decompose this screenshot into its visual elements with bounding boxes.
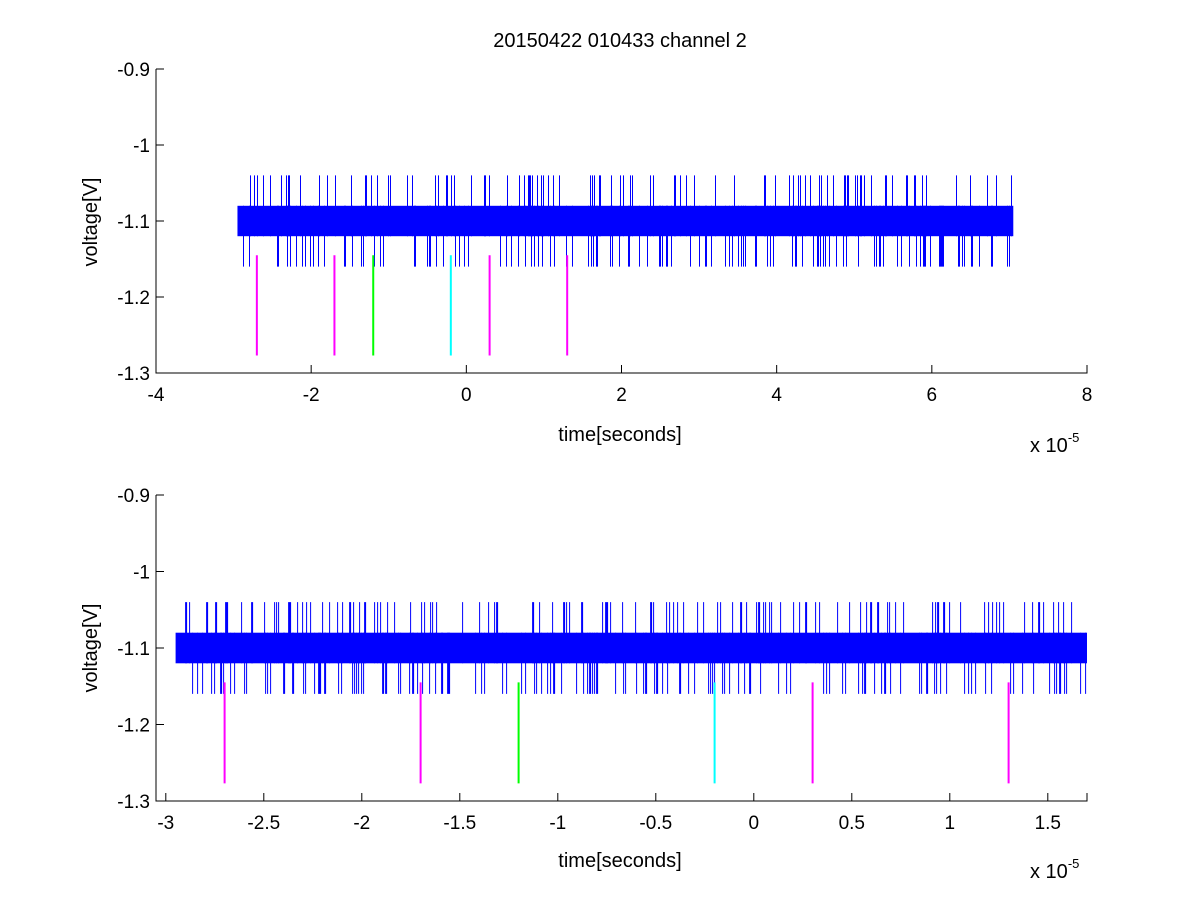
- bottom-x-tick-label: -3: [157, 813, 174, 834]
- top-axes: [155, 68, 1088, 374]
- top-x-tick-label: 0: [461, 385, 472, 406]
- top-y-tick-label: -0.9: [117, 60, 150, 81]
- figure-title: 20150422 010433 channel 2: [493, 30, 747, 52]
- bottom-x-tick-label: -1: [549, 813, 566, 834]
- bottom-y-tick-label: -1: [133, 563, 150, 584]
- top-y-tick-label: -1.3: [117, 364, 150, 385]
- bottom-signal-traces: [175, 602, 1088, 694]
- bottom-x-tick-label: -1.5: [443, 813, 476, 834]
- bottom-signal-band: [175, 632, 1088, 664]
- bottom-y-axis-title: voltage[V]: [80, 604, 102, 693]
- bottom-signal-spikes: [185, 602, 1087, 694]
- top-signal-traces: [237, 175, 1014, 267]
- top-x-axis-title: time[seconds]: [558, 424, 681, 446]
- top-x-tick-label: 4: [771, 385, 782, 406]
- top-y-tick-label: -1.1: [117, 212, 150, 233]
- top-tick-labels: -4 -2 0 2 4 6 8 -1.3 -1.2 -1.1 -1 -0.9: [117, 60, 1092, 406]
- top-x-tick-label: 6: [927, 385, 938, 406]
- top-x-tick-label: -2: [303, 385, 320, 406]
- top-signal-band: [237, 205, 1014, 237]
- bottom-x-axis-title: time[seconds]: [558, 850, 681, 872]
- top-event-markers: [255, 255, 569, 356]
- bottom-subplot: -3 -2.5 -2 -1.5 -1 -0.5 0 0.5 1 1.5 -1.3 -1.2 -1.1 -1…: [80, 486, 1088, 883]
- top-x-exponent: x 10-5: [1030, 430, 1079, 457]
- bottom-x-tick-label: 1.5: [1035, 813, 1061, 834]
- top-signal-spikes: [243, 175, 1012, 267]
- top-x-exponent-base: x 10: [1030, 435, 1068, 457]
- bottom-x-tick-label: -0.5: [639, 813, 672, 834]
- top-subplot: -4 -2 0 2 4 6 8 -1.3 -1.2 -1.1 -1 -0.9 time[seconds…: [80, 60, 1092, 457]
- top-x-tick-label: 2: [616, 385, 627, 406]
- bottom-x-exponent-power: -5: [1068, 856, 1080, 871]
- top-y-tick-label: -1.2: [117, 288, 150, 309]
- bottom-x-tick-label: -2.5: [247, 813, 280, 834]
- bottom-x-exponent: x 10-5: [1030, 856, 1079, 883]
- bottom-axes: [155, 494, 1088, 802]
- top-y-axis-title: voltage[V]: [80, 178, 102, 267]
- top-y-tick-label: -1: [133, 136, 150, 157]
- top-x-tick-label: -4: [148, 385, 165, 406]
- bottom-y-tick-label: -1.3: [117, 792, 150, 813]
- bottom-x-tick-label: 0.5: [839, 813, 865, 834]
- bottom-x-tick-label: 0: [749, 813, 760, 834]
- bottom-event-markers: [223, 682, 1010, 784]
- bottom-tick-labels: -3 -2.5 -2 -1.5 -1 -0.5 0 0.5 1 1.5 -1.3 -1.2 -1.1 -1…: [117, 486, 1061, 834]
- bottom-y-tick-label: -0.9: [117, 486, 150, 507]
- bottom-y-tick-label: -1.2: [117, 716, 150, 737]
- top-x-exponent-power: -5: [1068, 430, 1080, 445]
- bottom-y-tick-label: -1.1: [117, 639, 150, 660]
- bottom-x-exponent-base: x 10: [1030, 861, 1068, 883]
- bottom-x-tick-label: 1: [945, 813, 956, 834]
- bottom-x-tick-label: -2: [353, 813, 370, 834]
- top-x-tick-label: 8: [1082, 385, 1093, 406]
